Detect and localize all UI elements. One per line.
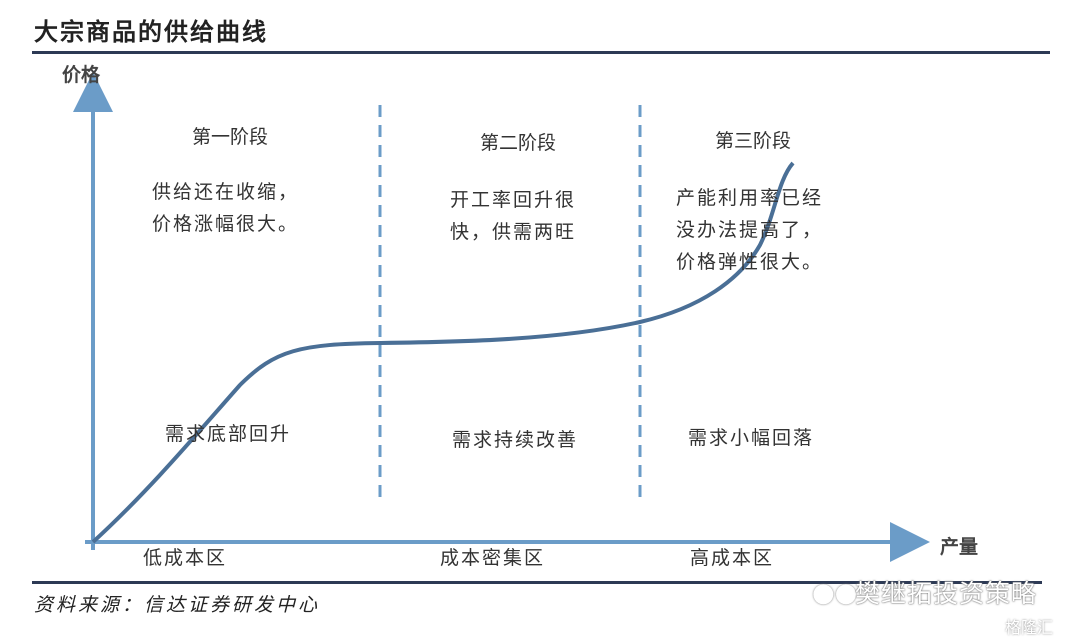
stage-1-demand: 需求底部回升 xyxy=(165,423,292,445)
stage-2-description: 开工率回升很 快，供需两旺 xyxy=(450,184,576,248)
title-rule xyxy=(32,51,1050,54)
source-rule xyxy=(32,581,1042,584)
text-line: 快，供需两旺 xyxy=(450,221,577,243)
stage-3-description: 产能利用率已经 没办法提高了， 价格弹性很大。 xyxy=(676,182,823,278)
text-line: 没办法提高了， xyxy=(676,219,824,241)
stage-3-demand: 需求小幅回落 xyxy=(688,427,815,449)
watermark-secondary: 格隆汇 xyxy=(1005,618,1054,637)
text-line: 产能利用率已经 xyxy=(676,187,824,209)
y-axis-label: 价格 xyxy=(62,64,101,86)
stage-1-title: 第一阶段 xyxy=(192,126,269,148)
diagram-title: 大宗商品的供给曲线 xyxy=(34,18,268,46)
text-line: 供给还在收缩， xyxy=(152,181,300,203)
text-line: 价格弹性很大。 xyxy=(676,251,824,273)
text-line: 价格涨幅很大。 xyxy=(152,213,300,235)
zone-low-cost: 低成本区 xyxy=(143,547,228,569)
text-line: 开工率回升很 xyxy=(450,189,577,211)
stage-3-title: 第三阶段 xyxy=(715,130,792,152)
stage-2-title: 第二阶段 xyxy=(480,132,557,154)
source-note: 资料来源：信达证券研发中心 xyxy=(34,594,321,616)
zone-high-cost: 高成本区 xyxy=(690,547,775,569)
zone-cost-dense: 成本密集区 xyxy=(440,547,546,569)
x-axis-label: 产量 xyxy=(940,536,979,558)
supply-curve xyxy=(91,161,795,544)
watermark: 樊继拓投资策略 xyxy=(855,579,1038,608)
stage-2-demand: 需求持续改善 xyxy=(452,429,579,451)
wechat-icon: ●● xyxy=(812,578,858,608)
stage-1-description: 供给还在收缩， 价格涨幅很大。 xyxy=(152,176,299,240)
